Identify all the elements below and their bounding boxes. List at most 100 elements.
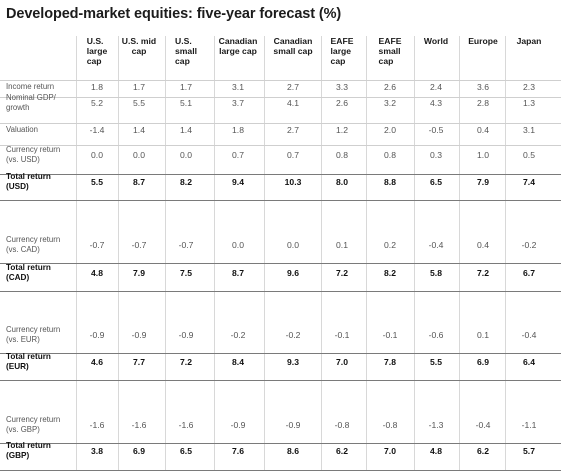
table-cell: -0.9 (230, 420, 246, 430)
table-cell: 3.7 (232, 98, 244, 108)
column-header: U.S. large cap (86, 36, 108, 66)
row-divider (0, 145, 561, 146)
table-cell: -0.9 (89, 330, 105, 340)
column-divider (366, 36, 367, 470)
table-cell: 3.1 (232, 82, 244, 92)
table-cell: 7.7 (133, 357, 145, 367)
table-cell: 8.7 (232, 268, 244, 278)
table-cell: 4.8 (91, 268, 103, 278)
table-cell: 1.3 (523, 98, 535, 108)
table-cell: 1.4 (133, 125, 145, 135)
column-divider (165, 36, 166, 470)
page-title: Developed-market equities: five-year for… (6, 6, 342, 22)
table-cell: 7.5 (180, 268, 192, 278)
table-cell: 1.2 (336, 125, 348, 135)
table-cell: 6.5 (430, 177, 442, 187)
table-cell: 3.3 (336, 82, 348, 92)
table-cell: -0.6 (428, 330, 444, 340)
table-cell: -0.5 (428, 125, 444, 135)
column-divider (414, 36, 415, 470)
table-cell: 6.9 (477, 357, 489, 367)
table-cell: 2.6 (384, 82, 396, 92)
table-cell: 6.7 (523, 268, 535, 278)
column-divider (459, 36, 460, 470)
table-cell: 3.2 (384, 98, 396, 108)
column-header: World (423, 36, 449, 46)
table-cell: 0.0 (287, 240, 299, 250)
table-cell: -0.2 (521, 240, 537, 250)
column-divider (505, 36, 506, 470)
table-cell: 8.4 (232, 357, 244, 367)
table-cell: 4.8 (430, 446, 442, 456)
table-cell: 9.3 (287, 357, 299, 367)
table-cell: -0.7 (178, 240, 194, 250)
table-cell: 8.7 (133, 177, 145, 187)
table-cell: -0.7 (131, 240, 147, 250)
table-cell: 0.0 (133, 150, 145, 160)
table-cell: 8.2 (180, 177, 192, 187)
table-cell: 2.6 (336, 98, 348, 108)
table-cell: 6.9 (133, 446, 145, 456)
column-divider (264, 36, 265, 470)
table-cell: 1.8 (232, 125, 244, 135)
table-cell: -1.6 (178, 420, 194, 430)
table-cell: 1.4 (180, 125, 192, 135)
table-cell: 2.7 (287, 82, 299, 92)
table-cell: -0.2 (230, 330, 246, 340)
column-header: Europe (468, 36, 498, 46)
table-cell: 9.6 (287, 268, 299, 278)
table-cell: -1.3 (428, 420, 444, 430)
column-header: Japan (516, 36, 542, 46)
table-cell: -0.4 (475, 420, 491, 430)
table-cell: 7.0 (336, 357, 348, 367)
table-cell: 2.4 (430, 82, 442, 92)
table-cell: 3.6 (477, 82, 489, 92)
table-cell: 7.9 (133, 268, 145, 278)
table-cell: 10.3 (284, 177, 302, 187)
column-header: Canadian small cap (273, 36, 313, 56)
table-cell: 7.2 (180, 357, 192, 367)
table-cell: 1.0 (477, 150, 489, 160)
table-cell: 7.2 (336, 268, 348, 278)
table-cell: 4.6 (91, 357, 103, 367)
row-label: Income return (6, 82, 55, 91)
table-cell: 0.2 (384, 240, 396, 250)
column-header: EAFE large cap (330, 36, 354, 66)
table-cell: -0.1 (382, 330, 398, 340)
table-cell: 5.7 (523, 446, 535, 456)
table-cell: -0.4 (521, 330, 537, 340)
table-cell: 1.8 (91, 82, 103, 92)
row-divider (0, 200, 561, 201)
table-cell: 2.0 (384, 125, 396, 135)
table-cell: 1.7 (180, 82, 192, 92)
column-header: EAFE small cap (378, 36, 402, 66)
table-cell: 0.0 (91, 150, 103, 160)
table-cell: 0.0 (180, 150, 192, 160)
table-cell: 3.1 (523, 125, 535, 135)
row-label: Total return (USD) (6, 172, 51, 191)
table-cell: 7.6 (232, 446, 244, 456)
row-divider (0, 123, 561, 124)
row-divider (0, 174, 561, 175)
table-cell: -0.9 (178, 330, 194, 340)
row-divider (0, 291, 561, 292)
row-label: Currency return (vs. USD) (6, 145, 61, 164)
row-label: Currency return (vs. GBP) (6, 415, 61, 434)
column-divider (76, 36, 77, 470)
table-cell: 5.8 (430, 268, 442, 278)
column-header: U.S. small cap (175, 36, 197, 66)
table-cell: 5.5 (133, 98, 145, 108)
table-cell: 1.7 (133, 82, 145, 92)
row-divider (0, 353, 561, 354)
table-cell: 7.2 (477, 268, 489, 278)
table-cell: 5.5 (430, 357, 442, 367)
table-cell: 0.0 (232, 240, 244, 250)
table-cell: -1.1 (521, 420, 537, 430)
table-cell: -1.4 (89, 125, 105, 135)
table-cell: 8.6 (287, 446, 299, 456)
table-cell: -0.8 (382, 420, 398, 430)
table-cell: 2.3 (523, 82, 535, 92)
table-cell: 8.0 (336, 177, 348, 187)
row-label: Total return (EUR) (6, 352, 51, 371)
table-cell: 7.4 (523, 177, 535, 187)
